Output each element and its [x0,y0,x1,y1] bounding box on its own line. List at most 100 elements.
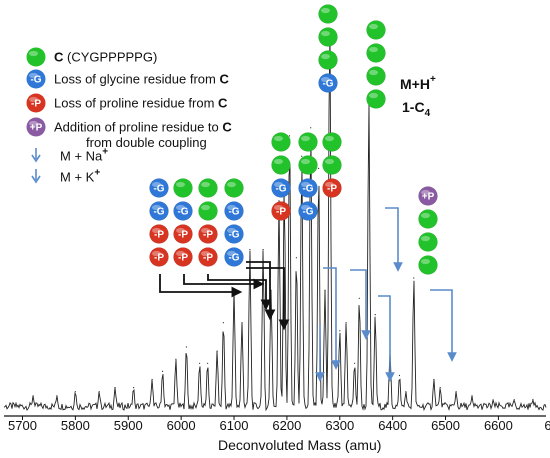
ball-stack-9-0 [224,178,244,198]
legend-label: Addition of proline residue to C [54,120,232,135]
ball-stack-6-0: -G [149,178,169,198]
ball-stack-5-2 [418,232,438,252]
arrow-layer [159,207,457,382]
ball-body [271,178,291,198]
ball-label: -G [228,230,239,241]
mh-annotation: M+H+ 1-C4 [400,74,436,119]
ball-shine [321,30,330,37]
ball-label: -G [177,207,188,218]
spectrum-peak-21 [288,135,291,137]
legend-main: Loss of proline residue from [54,96,218,111]
ball-stack-4-1 [322,155,342,175]
ball-body [318,27,338,47]
green-ball-icon [26,47,46,67]
ball-body [322,155,342,175]
ball-shine [201,227,210,234]
spectrum-peak-8 [175,358,177,360]
ball-stack-1-3 [366,89,386,109]
ball-shine [152,181,161,188]
legend-ball [26,117,46,137]
ball-body [224,201,244,221]
legend-bold: C [54,50,64,65]
x-tick-label: 6100 [220,418,249,433]
spectrum-peak-14 [233,289,235,291]
ball-stack-7-1: -G [173,201,193,221]
x-tick-label: 5800 [61,418,90,433]
ball-shine [421,189,430,196]
ball-shine [152,227,161,234]
spectrum-peak-24 [310,127,312,129]
ball-shine [274,181,283,188]
ball-shine [152,250,161,257]
na-k-arrow-3 [378,295,395,382]
ball-body [198,201,218,221]
ball-stack-4-2: -P [322,178,342,198]
spectrum-peak-3 [98,391,100,393]
ball-layer: -G -G -P -G -G -P +P -G -G -P -P -G -P -P -P -P -G -G -G [149,4,438,275]
ball-body [271,155,291,175]
x-axis: 5700 5800 5900 6000 6100 6200 6300 6400 6500 6600… [4,415,550,433]
ball-label: -G [302,184,313,195]
ball-shine [201,181,210,188]
x-tick-label: 6200 [272,418,301,433]
legend-bold-suffix: C [219,72,229,87]
ball-body [271,201,291,221]
legend-bold-suffix: C [218,96,228,111]
ball-body [318,4,338,24]
ball-body [298,155,318,175]
ball-stack-2-2: -G [271,178,291,198]
ball-label: -G [153,207,164,218]
ball-body [224,224,244,244]
ball-stack-2-0 [271,132,291,152]
down-arrow-head [31,154,41,163]
legend-ball-shine [29,120,38,127]
x-tick-label: 6300 [325,418,354,433]
ball-body [418,186,438,206]
ball-label: -G [322,79,333,90]
ball-label: -P [154,253,164,264]
ball-stack-0-3: -G [318,73,338,93]
proline-loss-icon: -P [26,93,46,113]
x-tick-label: 5900 [114,418,143,433]
ball-body [149,178,169,198]
ball-stack-7-0 [173,178,193,198]
ball-stack-3-3: -G [298,201,318,221]
ball-shine [227,227,236,234]
spectrum-peak-30 [354,362,356,364]
legend-ball-shine [29,72,38,79]
ball-shine [301,181,310,188]
ball-shine [325,181,334,188]
legend-sup: + [102,147,108,158]
ball-stack-8-1 [198,201,218,221]
ball-shine [176,204,185,211]
fragment-arrow-4 [246,267,290,331]
spectrum-peak-5 [133,387,135,389]
x-tick-label: 5700 [8,418,37,433]
ball-shine [176,227,185,234]
ball-shine [325,135,334,142]
ball-body [318,73,338,93]
ball-body [271,132,291,152]
spectrum-peak-39 [439,387,441,389]
legend-main: (CYGPPPPPG) [63,50,157,65]
ball-stack-8-3: -P [198,247,218,267]
ball-label: -G [228,253,239,264]
ball-body [198,178,218,198]
legend-ball-label: -P [31,99,41,110]
ball-stack-6-2: -P [149,224,169,244]
ball-shine [421,258,430,265]
ball-body [173,224,193,244]
spectrum-peak-43 [513,399,515,401]
spectrum-peak-10 [199,362,201,364]
ball-body [418,232,438,252]
ball-body [418,209,438,229]
ball-body [224,178,244,198]
x-tick-label: 6600 [484,418,513,433]
spectrum-peak-23 [301,155,303,157]
legend-item-2: -P Loss of proline residue from C [26,93,228,113]
x-tick-label: 6000 [167,418,196,433]
ball-label: -P [178,230,188,241]
ball-body [149,247,169,267]
ball-shine [301,158,310,165]
